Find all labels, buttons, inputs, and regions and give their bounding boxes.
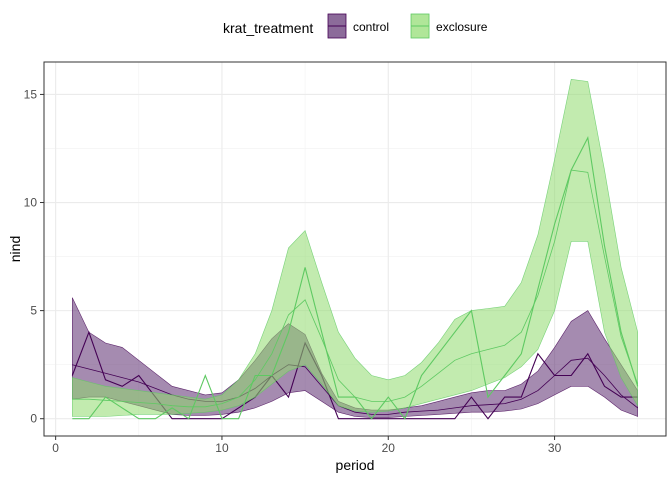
exclosure-ribbon (72, 78, 638, 417)
legend-label-exclosure: exclosure (436, 20, 488, 34)
series-layer (71, 78, 639, 420)
panel-border (43, 61, 667, 437)
y-tick-label: 10 (24, 196, 38, 210)
x-tick-label: 10 (215, 441, 229, 455)
ticks: 0 10 20 30 0 5 10 15 (24, 87, 562, 455)
control-fitted-line (72, 357, 638, 415)
x-tick-label: 30 (548, 441, 562, 455)
y-tick-label: 0 (30, 412, 37, 426)
y-tick-label: 5 (30, 304, 37, 318)
y-tick-label: 15 (24, 87, 38, 101)
exclosure-fitted-line (72, 169, 639, 408)
legend: krat_treatment control exclosure (223, 13, 488, 39)
x-tick-label: 0 (52, 441, 59, 455)
legend-title: krat_treatment (223, 20, 313, 36)
x-axis-title: period (336, 457, 375, 473)
series-exclosure (72, 78, 639, 420)
legend-item-control: control (327, 13, 389, 39)
legend-label-control: control (353, 20, 389, 34)
y-axis-title: nind (7, 236, 23, 262)
legend-item-exclosure: exclosure (410, 13, 488, 39)
x-tick-label: 20 (382, 441, 396, 455)
